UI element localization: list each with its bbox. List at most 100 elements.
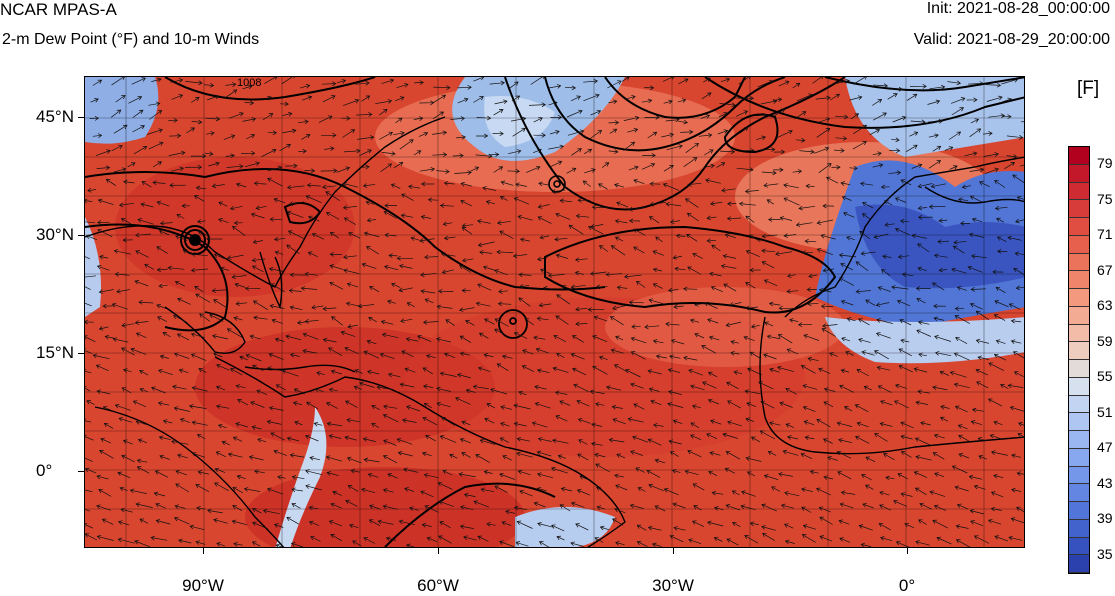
wind-arrow: [880, 269, 891, 276]
wind-arrow: [863, 385, 872, 391]
wind-arrow: [990, 506, 1002, 512]
dewpoint-map[interactable]: 1008: [84, 76, 1025, 548]
wind-arrow: [860, 542, 872, 547]
dry-air-region: [845, 77, 1024, 157]
wind-arrow: [937, 239, 949, 244]
wind-arrow: [344, 435, 357, 441]
wind-arrow: [261, 148, 277, 158]
colorbar-label: 63: [1097, 297, 1113, 313]
wind-arrow: [1008, 303, 1021, 310]
wind-arrow: [648, 483, 664, 492]
wind-arrow: [560, 486, 573, 492]
wind-arrow: [714, 506, 724, 511]
wind-arrow: [289, 352, 300, 358]
wind-arrow: [1013, 371, 1024, 378]
wind-arrow: [85, 348, 93, 354]
moist-region: [115, 157, 355, 297]
wind-arrow: [960, 220, 971, 226]
wind-arrow: [549, 129, 560, 135]
wind-arrow: [297, 119, 309, 125]
wind-arrow: [190, 267, 208, 273]
wind-arrow: [906, 144, 918, 153]
wind-arrow: [709, 271, 722, 277]
wind-arrow: [305, 195, 322, 204]
wind-arrow: [405, 337, 419, 342]
wind-arrow: [496, 363, 509, 371]
wind-arrow: [459, 265, 471, 273]
wind-arrow: [989, 433, 1002, 440]
wind-arrow: [917, 205, 928, 211]
wind-arrow: [665, 321, 680, 327]
wind-arrow: [232, 504, 243, 512]
wind-arrow: [97, 228, 113, 238]
wind-arrow: [616, 201, 629, 208]
wind-arrow: [595, 284, 608, 290]
wind-arrow: [652, 283, 663, 289]
wind-arrow: [461, 288, 471, 293]
wind-arrow: [85, 221, 96, 224]
wind-arrow: [502, 455, 512, 461]
wind-arrow: [746, 402, 757, 408]
wind-arrow: [986, 95, 1003, 102]
wind-arrow: [422, 367, 433, 375]
wind-arrow: [575, 523, 589, 531]
wind-arrow: [795, 137, 806, 143]
wind-arrow: [879, 421, 893, 427]
wind-arrow: [978, 455, 987, 460]
wind-arrow: [778, 305, 797, 311]
wind-arrow: [535, 347, 549, 354]
wind-arrow: [900, 492, 913, 497]
wind-arrow: [1008, 535, 1023, 541]
colorbar: [1068, 146, 1090, 574]
wind-arrow: [880, 399, 893, 406]
wind-arrow: [325, 455, 343, 462]
wind-arrow: [533, 335, 546, 341]
wind-arrow: [105, 178, 117, 186]
wind-arrow: [178, 538, 192, 544]
wind-arrow: [135, 332, 147, 339]
wind-arrow: [780, 503, 795, 509]
wind-arrow: [102, 303, 114, 309]
wind-arrow: [375, 99, 393, 105]
wind-arrow: [357, 303, 375, 309]
wind-arrow: [990, 491, 1004, 498]
wind-arrow: [685, 198, 699, 208]
wind-arrow: [701, 92, 712, 100]
wind-arrow: [328, 520, 343, 527]
wind-arrow: [911, 233, 927, 239]
wind-arrow: [127, 162, 136, 168]
wind-arrow: [526, 165, 541, 173]
wind-arrow: [240, 150, 256, 156]
wind-arrow: [576, 399, 590, 407]
wind-arrow: [224, 89, 238, 99]
wind-arrow: [766, 334, 781, 340]
colorbar-label: 55: [1097, 368, 1113, 384]
wind-arrow: [285, 334, 302, 341]
wind-arrow: [996, 217, 1005, 223]
wind-arrow: [328, 434, 342, 439]
wind-arrow: [838, 277, 855, 286]
colorbar-segment: [1069, 413, 1089, 431]
wind-arrow: [576, 489, 591, 496]
wind-arrow: [188, 404, 207, 409]
wind-arrow: [820, 233, 836, 240]
wind-arrow: [570, 352, 585, 360]
wind-arrow: [840, 299, 854, 306]
wind-arrow: [249, 334, 261, 340]
wind-arrow: [382, 488, 394, 493]
wind-arrow: [593, 315, 608, 322]
wind-arrow: [132, 109, 144, 118]
colorbar-label: 71: [1097, 226, 1113, 242]
wind-arrow: [763, 279, 778, 287]
wind-arrow: [762, 532, 775, 541]
wind-arrow: [555, 212, 571, 220]
wind-arrow: [85, 275, 96, 278]
wind-arrow: [739, 148, 755, 153]
wind-arrow: [97, 198, 114, 205]
wind-arrow: [836, 421, 853, 427]
wind-arrow: [135, 232, 151, 238]
wind-arrow: [804, 435, 815, 441]
wind-arrow: [420, 289, 436, 294]
wind-arrow: [787, 435, 799, 440]
wind-arrow: [897, 254, 910, 260]
